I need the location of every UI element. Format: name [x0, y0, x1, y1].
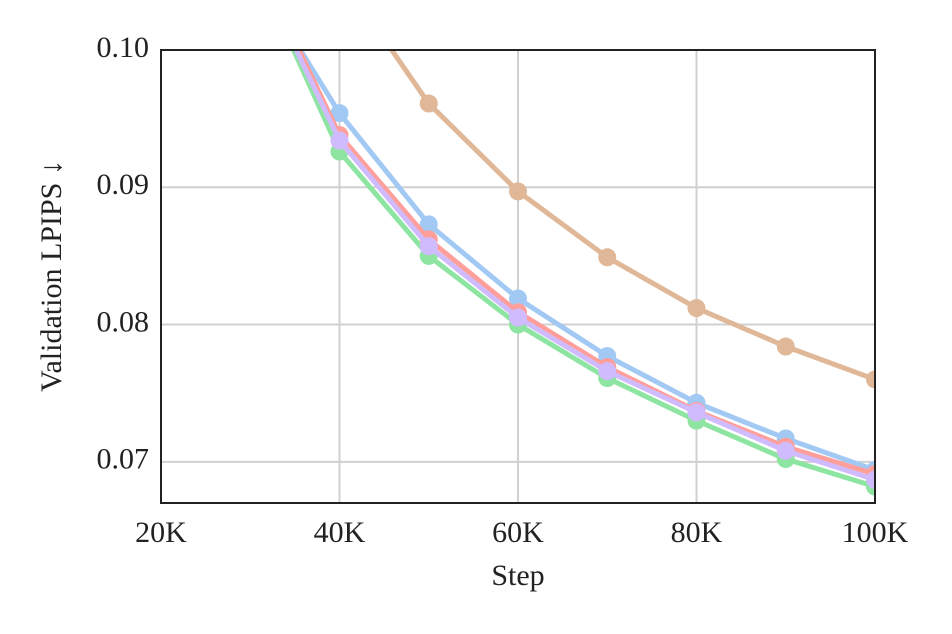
y-tick-label: 0.10	[97, 31, 150, 64]
x-tick-label: 40K	[314, 516, 366, 549]
y-tick-label: 0.08	[97, 305, 150, 338]
x-tick-label: 20K	[135, 516, 187, 549]
x-tick-label: 80K	[671, 516, 723, 549]
data-point	[330, 104, 349, 123]
series-line	[297, 50, 875, 473]
data-point	[687, 299, 706, 318]
data-point	[866, 370, 875, 389]
series-line	[296, 50, 875, 477]
plot-frame	[160, 49, 876, 504]
data-point	[509, 308, 527, 327]
x-tick-label: 100K	[842, 516, 909, 549]
x-tick-label: 60K	[492, 516, 544, 549]
data-point	[419, 94, 438, 113]
data-point	[598, 362, 617, 381]
data-point	[330, 131, 349, 150]
x-axis-label: Step	[491, 559, 544, 592]
series-line	[290, 50, 875, 489]
data-point	[419, 215, 438, 234]
data-point	[776, 441, 795, 460]
data-point	[687, 403, 706, 422]
grid	[160, 49, 876, 503]
y-axis-label: Validation LPIPS ↓	[35, 160, 68, 392]
y-tick-label: 0.07	[97, 443, 150, 476]
plot-area	[290, 50, 875, 496]
series-line	[388, 50, 875, 382]
data-point	[419, 237, 438, 256]
labels: 0.07 0.08 0.09 0.10 20K 40K 60K 80K 100K	[97, 31, 909, 549]
data-point	[509, 289, 527, 308]
y-tick-label: 0.09	[97, 168, 150, 201]
series-line	[293, 50, 875, 483]
data-point	[776, 337, 795, 356]
data-point	[509, 182, 527, 201]
data-point	[866, 470, 875, 489]
data-point	[598, 248, 617, 267]
